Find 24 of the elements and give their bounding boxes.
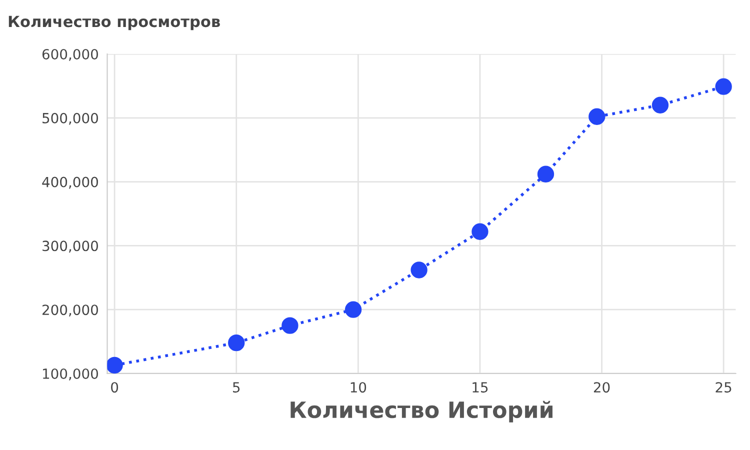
point xyxy=(537,166,554,182)
x-tick-label: 25 xyxy=(716,382,732,393)
x-tick-label: 20 xyxy=(594,382,610,393)
point xyxy=(107,356,123,374)
x-tick-label: 0 xyxy=(111,382,118,393)
y-tick-label: 100,000 xyxy=(43,368,98,380)
point xyxy=(715,78,732,95)
point xyxy=(472,223,488,240)
point xyxy=(282,317,298,334)
point xyxy=(588,108,606,125)
point xyxy=(652,96,669,114)
point xyxy=(228,334,245,352)
y-tick-label: 400,000 xyxy=(42,176,98,189)
y-tick-label: 300,000 xyxy=(42,240,98,253)
x-axis-title: Количество Историй xyxy=(290,400,552,422)
y-tick-label: 600,000 xyxy=(42,48,98,61)
x-tick-label: 10 xyxy=(350,382,366,393)
x-tick-label: 15 xyxy=(472,382,488,393)
point xyxy=(344,301,362,318)
x-tick-label: 5 xyxy=(233,382,240,393)
point xyxy=(410,262,428,278)
chart-title: Количество просмотров xyxy=(8,16,220,30)
y-tick-label: 200,000 xyxy=(42,304,98,316)
y-tick-label: 500,000 xyxy=(42,112,98,125)
